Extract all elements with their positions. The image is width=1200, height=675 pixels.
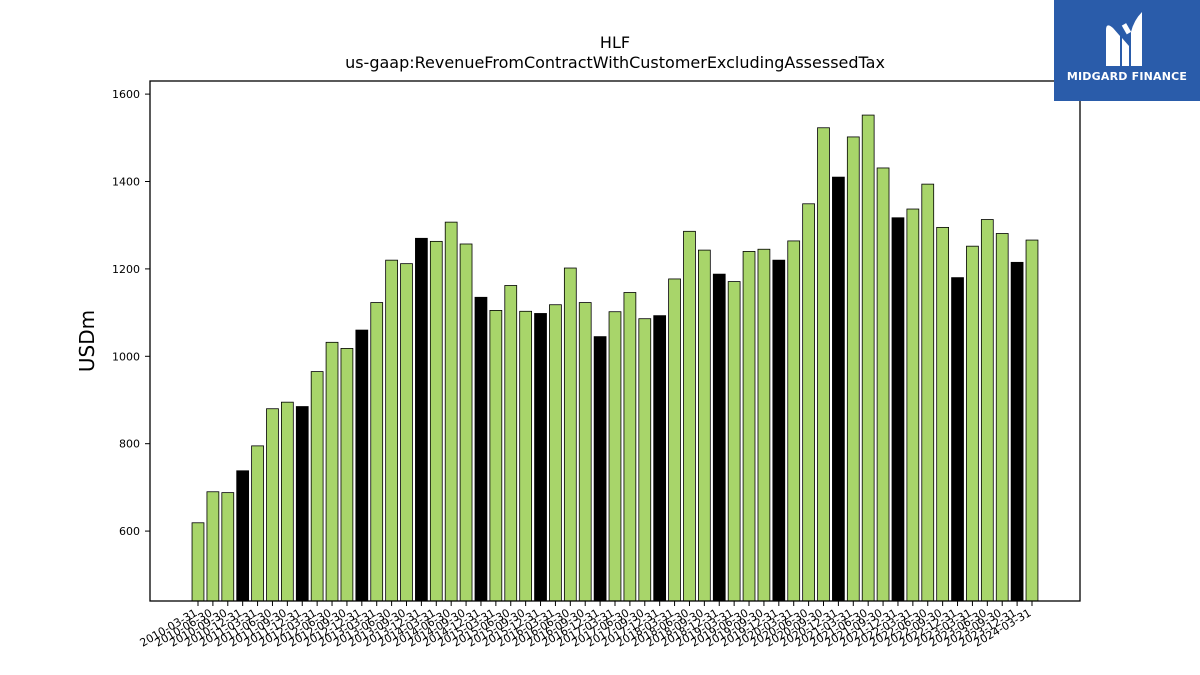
bar-2013-09-30 [400, 263, 413, 602]
bar-2012-12-31 [355, 329, 369, 602]
bar-2017-03-31 [608, 311, 622, 602]
bar-2017-12-31 [653, 315, 667, 602]
y-axis: 600 800 1000 1200 1400 1600 [112, 88, 150, 538]
bar-2022-03-31 [906, 208, 920, 602]
bars-group [191, 114, 1039, 602]
bar-2023-03-31 [966, 245, 979, 602]
bar-2017-06-30 [623, 292, 637, 602]
bar-2018-06-30 [683, 230, 696, 602]
x-axis: 2010-03-312010-06-302010-09-302010-12-31… [138, 601, 1034, 650]
y-tick-label: 1200 [112, 263, 140, 276]
bar-2012-09-30 [340, 348, 354, 602]
bar-2011-06-30 [266, 408, 279, 602]
bar-2020-06-30 [802, 203, 815, 602]
bar-2013-12-31 [415, 237, 428, 602]
bar-2020-12-31 [832, 176, 845, 602]
bar-2010-09-30 [221, 492, 235, 602]
bar-2024-03-31 [1025, 239, 1039, 602]
bar-2016-06-30 [563, 267, 577, 602]
bar-2020-09-30 [817, 127, 830, 602]
bar-2013-03-31 [370, 302, 384, 602]
bar-2018-03-31 [668, 278, 681, 602]
bar-2011-12-31 [295, 406, 309, 602]
bar-2012-06-30 [325, 341, 339, 602]
bar-2018-09-30 [698, 249, 711, 602]
bar-2022-12-31 [951, 277, 964, 602]
logo-text: MIDGARD FINANCE [1066, 70, 1188, 83]
y-axis-label: USDm [75, 310, 99, 372]
bar-2021-03-31 [846, 136, 860, 602]
bar-2021-09-30 [876, 167, 890, 602]
bar-2023-09-30 [995, 233, 1009, 602]
bar-2021-06-30 [861, 114, 875, 602]
bar-2016-03-31 [549, 304, 562, 602]
bar-2015-09-30 [519, 310, 533, 602]
bar-2014-09-30 [459, 243, 473, 602]
bar-2014-12-31 [474, 296, 488, 602]
bar-2014-03-31 [429, 240, 443, 602]
bar-2019-03-31 [727, 281, 741, 602]
y-tick-label: 600 [119, 525, 140, 538]
bar-2015-03-31 [489, 310, 503, 602]
bar-2012-03-31 [310, 371, 324, 602]
bar-2020-03-31 [787, 240, 801, 602]
bar-2022-06-30 [921, 183, 935, 602]
chart-subtitle: us-gaap:RevenueFromContractWithCustomerE… [345, 53, 885, 72]
bar-2011-03-31 [251, 445, 264, 602]
bar-2014-06-30 [444, 221, 458, 602]
bar-2010-12-31 [236, 470, 250, 602]
y-tick-label: 1000 [112, 350, 140, 363]
y-tick-label: 1600 [112, 88, 140, 101]
bar-2011-09-30 [280, 401, 294, 602]
bar-2019-06-30 [742, 251, 756, 602]
bar-2019-09-30 [757, 248, 771, 602]
bar-2019-12-31 [772, 259, 786, 602]
y-tick-label: 1400 [112, 176, 140, 189]
y-tick-label: 800 [119, 438, 140, 451]
logo-mark-icon [1106, 12, 1142, 66]
bar-2022-09-30 [936, 226, 950, 602]
bar-2016-12-31 [593, 336, 607, 602]
bar-2010-06-30 [206, 491, 220, 602]
plot-frame [149, 80, 1081, 602]
bar-2010-03-31 [191, 522, 205, 602]
bar-2017-09-30 [638, 318, 652, 602]
bar-2013-06-30 [385, 259, 398, 602]
bar-2015-06-30 [504, 285, 518, 602]
bar-2023-06-30 [980, 219, 994, 602]
brand-logo: MIDGARD FINANCE [1054, 0, 1200, 101]
bar-2016-09-30 [578, 302, 592, 602]
bar-2023-12-31 [1010, 261, 1024, 602]
chart-title: HLF [599, 33, 631, 52]
bar-2015-12-31 [534, 313, 547, 602]
bar-2021-12-31 [891, 217, 905, 602]
bar-2018-12-31 [712, 273, 726, 602]
